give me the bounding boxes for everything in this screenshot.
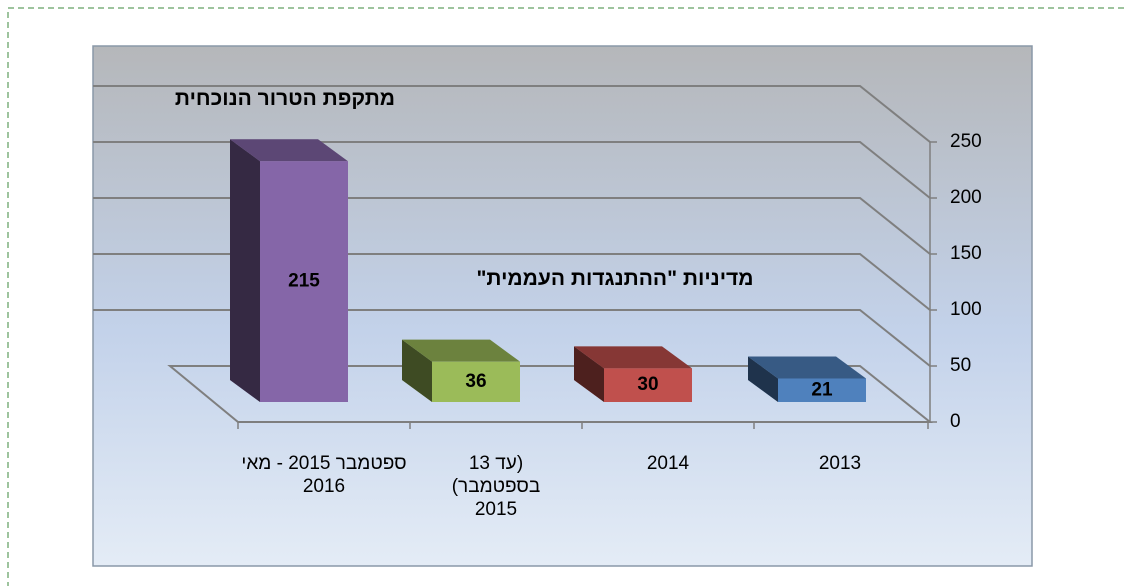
grid-line [93,85,931,143]
value-label: 30 [637,374,658,395]
bar-side-shade [230,139,260,402]
bar-top-shade [230,139,348,162]
y-tick-label: 50 [950,355,971,376]
annotation: מתקפת הטרור הנוכחית [174,87,396,110]
grid-line [93,309,931,367]
x-separators [237,422,929,429]
outer-border [7,7,1126,586]
y-tick-label: 100 [950,299,982,320]
bar-side-shade [402,339,432,402]
bar [432,361,520,402]
bar-top-shade [574,346,692,369]
value-label: 215 [288,271,320,292]
y-tick-label: 150 [950,243,982,264]
bar [604,368,692,402]
bar-side-shade [748,356,778,402]
x-tick-label: ספטמבר 2015 - מאי 2016 [241,453,407,497]
value-label: 21 [811,379,833,400]
x-tick-label: 2013 [818,453,862,474]
value-label: 36 [465,371,486,392]
bar-top [230,139,348,162]
bar-top-shade [748,356,866,379]
grid-line [93,197,931,255]
bar [260,161,348,402]
bar-top [574,346,692,369]
grid-line [93,253,931,311]
x-tick-label: (עד 13 בספטמבר) 2015 [451,453,541,520]
bar-side-shade [574,346,604,402]
grid-line [93,141,931,199]
annotation: מדיניות "ההתנגדות העממית" [476,267,754,290]
bar [778,378,866,402]
y-tick-label: 0 [950,411,961,432]
x-tick-label: 2014 [646,453,690,474]
bar-top [402,339,520,362]
y-tick-label: 250 [950,131,982,152]
bar-top [748,356,866,379]
bar-top-shade [402,339,520,362]
y-tick-label: 200 [950,187,982,208]
